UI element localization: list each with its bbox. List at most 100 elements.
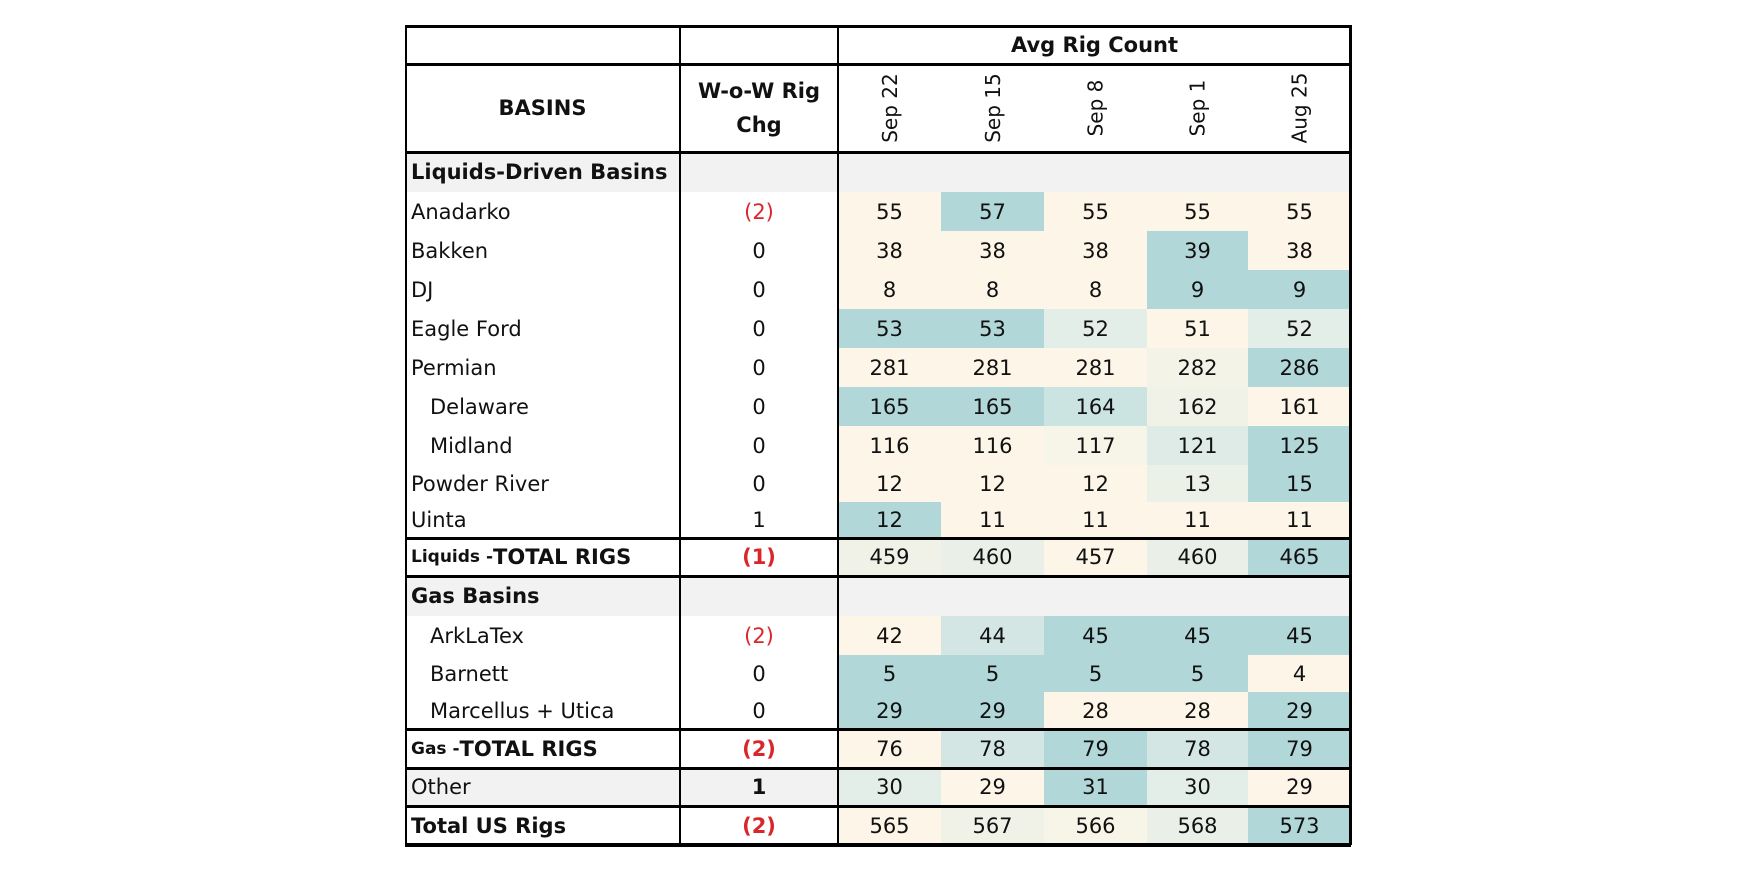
rig-count-cell: 38 [1248,231,1351,270]
section-label: Gas Basins [405,576,838,616]
rig-count-cell: 162 [1147,387,1248,426]
rig-count-cell: 5 [1044,655,1147,692]
total-row-title: TOTAL RIGS [493,545,632,569]
rig-count-cell: 5 [1147,655,1248,692]
rig-count-cell: 45 [1248,616,1351,655]
table-rule [405,150,1351,154]
wow-change-value: 0 [752,661,766,686]
rig-count-cell: 29 [838,692,941,729]
rig-count-cell: 11 [941,502,1044,538]
rig-count-cell: 29 [941,768,1044,806]
date-header-label: Sep 15 [980,73,1005,143]
rig-count-cell: 12 [838,465,941,502]
basin-label: Eagle Ford [411,316,522,341]
wow-change-value: 0 [752,698,766,723]
section-label: Liquids-Driven Basins [405,152,838,192]
basin-label: Uinta [411,508,467,532]
section-band [838,152,1351,192]
table-rule [405,843,1351,847]
rig-count-cell: 29 [1248,768,1351,806]
rig-count-cell: 165 [838,387,941,426]
rig-count-cell: 460 [941,538,1044,576]
total-row-label: Gas - TOTAL RIGS [405,729,680,768]
rig-count-cell: 457 [1044,538,1147,576]
basin-label: ArkLaTex [430,623,524,648]
rig-count-cell: 57 [941,192,1044,231]
rig-count-cell: 12 [1044,465,1147,502]
table-rule [405,766,1351,770]
rig-count-cell: 573 [1248,806,1351,845]
rig-count-cell: 164 [1044,387,1147,426]
rig-count-cell: 281 [838,348,941,387]
rig-count-cell: 8 [1044,270,1147,309]
rig-count-cell: 281 [941,348,1044,387]
rig-count-cell: 125 [1248,426,1351,465]
table-rule [405,536,1351,540]
total-row-label: Total US Rigs [411,813,567,838]
basin-label: Anadarko [411,199,511,224]
wow-change-value: 0 [752,316,766,341]
rig-count-cell: 39 [1147,231,1248,270]
rig-count-cell: 79 [1248,729,1351,768]
total-row-prefix: Gas - [411,738,460,759]
wow-change-value: (2) [742,813,776,838]
rig-count-cell: 281 [1044,348,1147,387]
rig-count-cell: 116 [838,426,941,465]
rig-count-cell: 55 [1147,192,1248,231]
basin-label: Permian [411,355,497,380]
section-band [838,576,1351,616]
date-header: Sep 1 [1147,64,1248,152]
rig-count-cell: 29 [941,692,1044,729]
date-header-label: Sep 1 [1185,79,1210,137]
rig-count-cell: 12 [838,502,941,538]
rig-count-cell: 30 [838,768,941,806]
rig-count-cell: 566 [1044,806,1147,845]
rig-count-cell: 4 [1248,655,1351,692]
rig-count-cell: 78 [1147,729,1248,768]
date-header: Sep 8 [1044,64,1147,152]
rig-count-cell: 9 [1248,270,1351,309]
total-row-label: Liquids - TOTAL RIGS [405,538,680,576]
rig-count-cell: 11 [1147,502,1248,538]
rig-count-cell: 568 [1147,806,1248,845]
rig-count-cell: 116 [941,426,1044,465]
rig-count-cell: 11 [1044,502,1147,538]
table-rule [405,62,1351,66]
rig-count-cell: 29 [1248,692,1351,729]
wow-change-value: (2) [744,623,774,648]
basin-label: Midland [430,433,513,458]
rig-count-cell: 78 [941,729,1044,768]
rig-count-cell: 52 [1044,309,1147,348]
table-rule [679,25,681,845]
rig-count-cell: 52 [1248,309,1351,348]
total-row-title: TOTAL RIGS [459,736,598,761]
rig-count-cell: 465 [1248,538,1351,576]
rig-count-cell: 5 [838,655,941,692]
rig-count-cell: 55 [1248,192,1351,231]
wow-change-header-line2: Chg [736,113,782,137]
rig-count-cell: 31 [1044,768,1147,806]
wow-change-value: (1) [742,545,776,569]
table-rule [1348,25,1352,845]
date-header-label: Sep 8 [1083,79,1108,137]
wow-change-value: 0 [752,471,766,496]
rig-count-cell: 15 [1248,465,1351,502]
wow-change-value: 1 [752,508,766,532]
basin-label: DJ [411,277,434,302]
rig-count-table: Avg Rig Count BASINS W-o-W Rig Chg Sep 22 Sep… [405,24,1352,851]
date-header: Aug 25 [1248,64,1351,152]
rig-count-cell: 286 [1248,348,1351,387]
rig-count-cell: 117 [1044,426,1147,465]
date-header: Sep 22 [838,64,941,152]
rig-count-cell: 45 [1044,616,1147,655]
wow-change-value: 0 [752,238,766,263]
basins-header: BASINS [498,96,587,120]
basin-label: Marcellus + Utica [430,698,615,723]
rig-count-cell: 53 [838,309,941,348]
rig-count-cell: 38 [838,231,941,270]
date-header-label: Aug 25 [1287,72,1312,144]
total-row-label: Other [405,768,680,806]
rig-count-cell: 567 [941,806,1044,845]
rig-count-cell: 460 [1147,538,1248,576]
rig-count-cell: 44 [941,616,1044,655]
